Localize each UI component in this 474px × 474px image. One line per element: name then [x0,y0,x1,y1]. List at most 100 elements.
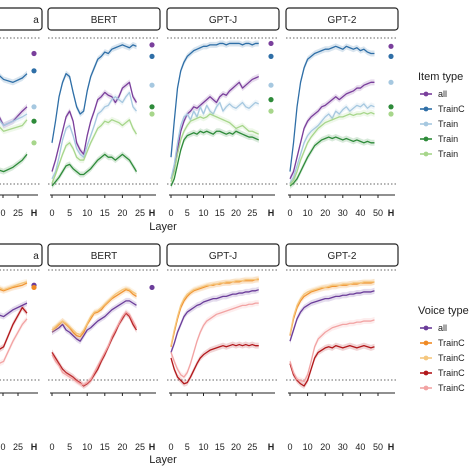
legend-swatch-dot [423,136,429,142]
series-line [170,42,259,158]
series-line [289,136,375,187]
series-line [170,75,260,179]
panel-strip [47,7,161,31]
legend-swatch-dot [423,106,429,112]
x-tick-label: 5 [67,442,72,452]
x-axis-title: Layer [149,221,177,233]
human-point [149,104,155,110]
series-line [289,45,375,172]
legend-label: TrainC [438,383,465,393]
x-tick-label-h: H [31,442,38,452]
x-tick-label: 20 [117,442,127,452]
series-ribbon [0,103,27,129]
x-tick-label: 10 [303,208,313,218]
panel-title: GPT-2 [328,15,357,26]
series-ribbon [290,278,375,339]
panel-strip [166,243,280,267]
x-tick-label: 15 [100,208,110,218]
series-line [289,103,375,184]
human-point [149,82,155,88]
series-ribbon [171,300,259,381]
human-point [388,79,394,85]
human-point [149,111,155,117]
series-line [0,113,28,127]
x-tick-label: 20 [320,442,330,452]
legend-swatch-dot [423,151,429,157]
human-point [31,68,37,74]
legend-swatch-dot [423,370,429,376]
panel-title: BERT [91,251,118,262]
human-point [268,108,274,114]
x-tick-label: 0 [168,208,173,218]
x-tick-label: 10 [82,442,92,452]
series-ribbon [290,342,375,389]
series-line [51,91,137,180]
series-line [51,300,137,342]
x-tick-label: 10 [198,442,208,452]
series-line [51,312,138,387]
x-tick-label-h: H [149,208,156,218]
series-ribbon [52,79,137,175]
legend-label: TrainC [438,338,465,348]
series-line [51,289,137,338]
x-tick-label: 0 [49,208,54,218]
human-point [268,97,274,103]
series-line [170,343,259,385]
legend-label: Train [438,149,458,159]
series-line [0,73,28,83]
legend-swatch-dot [423,355,429,361]
series-line [289,281,375,335]
x-tick-label: 15 [100,442,110,452]
legend-voice-type: Voice type all TrainC TrainC TrainC TrainC [418,305,469,393]
x-tick-label-h: H [31,208,38,218]
x-tick-label: 0 [49,442,54,452]
legend-swatch-dot [423,121,429,127]
panel-5: a 0 25 H [0,243,43,452]
x-tick-label-h: H [388,208,395,218]
x-tick-label: 25 [135,442,145,452]
x-tick-label: 20 [320,208,330,218]
series-line [0,302,28,318]
legend-label: TrainC [438,368,465,378]
x-tick-label: 5 [185,442,190,452]
series-ribbon [171,275,259,349]
x-tick-label: 10 [82,208,92,218]
x-axis-title: Layer [149,454,177,466]
panel-title: GPT-2 [328,251,357,262]
human-point [268,40,274,47]
panel-7: GPT-J 0 5 10 15 20 25 H [166,243,280,452]
panel-title: BERT [91,15,118,26]
human-point [149,284,155,291]
panel-strip [0,7,43,31]
x-tick-label: 25 [13,442,23,452]
x-tick-label: 5 [185,208,190,218]
legend-title: Item type [418,71,463,83]
x-tick-label: 0 [0,442,5,452]
x-tick-label: 30 [338,208,348,218]
series-line [51,311,138,386]
series-line [170,113,260,182]
series-line [0,119,28,132]
x-tick-label: 0 [0,208,5,218]
legend-swatch-dot [423,385,429,391]
x-tick-label: 25 [247,442,257,452]
panel-title: a [33,15,39,26]
series-line [170,302,259,378]
series-ribbon [290,278,375,338]
human-point [388,104,394,110]
panel-title: GPT-J [209,15,237,26]
human-point [31,140,37,146]
series-line [51,287,137,336]
legend-item-type: Item type all TrainC Train Train Train [418,71,465,159]
series-line [289,319,375,383]
human-point [31,284,37,291]
series-line [0,282,28,292]
series-line [51,153,138,187]
panel-4: GPT-2 0 10 20 30 40 50 H [285,7,399,218]
panel-title: a [33,251,39,262]
series-line [170,101,260,179]
x-tick-label: 50 [373,442,383,452]
x-tick-label: 0 [168,442,173,452]
legend-label: TrainC [438,104,465,114]
series-ribbon [290,134,375,189]
